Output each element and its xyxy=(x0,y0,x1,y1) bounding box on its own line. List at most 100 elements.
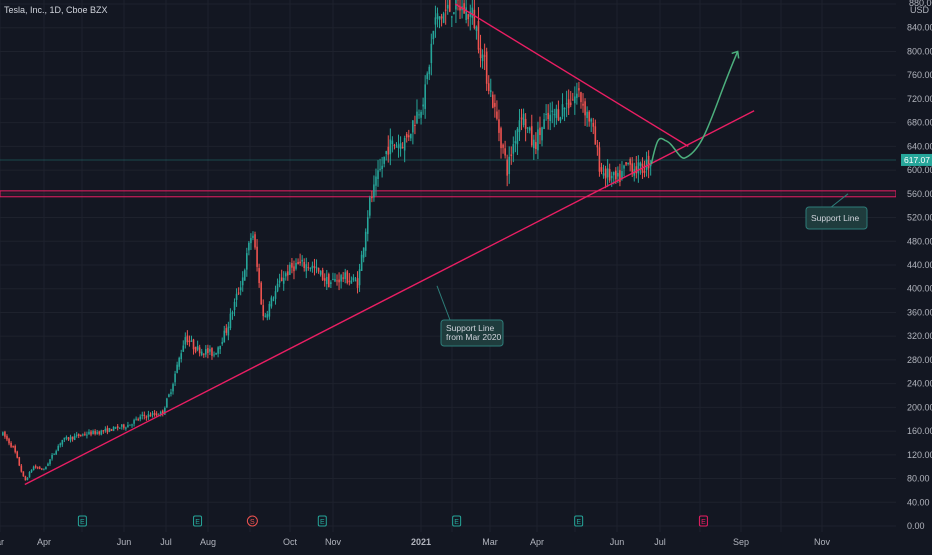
candle-body xyxy=(103,430,105,431)
candle-body xyxy=(449,0,451,12)
candle-body xyxy=(29,472,31,477)
candle-body xyxy=(410,134,412,139)
candle-body xyxy=(488,83,490,91)
candle-body xyxy=(621,171,623,178)
candle-body xyxy=(525,119,527,129)
time-axis-bg xyxy=(0,532,896,550)
candle-body xyxy=(316,267,318,268)
candle-body xyxy=(408,135,410,137)
candle-body xyxy=(498,119,500,133)
candle-body xyxy=(549,115,551,121)
candle-body xyxy=(431,44,433,63)
symbol-title: Tesla, Inc., 1D, Cboe BZX xyxy=(4,5,108,15)
candle-body xyxy=(636,166,638,173)
candle-body xyxy=(137,419,139,420)
candle-body xyxy=(595,126,597,144)
candle-body xyxy=(646,160,648,170)
candle-body xyxy=(193,340,195,350)
candle-body xyxy=(254,234,256,247)
candle-body xyxy=(328,274,330,287)
candle-body xyxy=(570,103,572,106)
price-tick-label: 200.00 xyxy=(907,402,932,412)
candle-body xyxy=(390,139,392,154)
price-tick-label: 80.00 xyxy=(907,474,930,484)
candle-body xyxy=(574,96,576,103)
candle-body xyxy=(273,300,275,301)
candle-body xyxy=(256,247,258,267)
candle-body xyxy=(203,354,205,355)
price-axis[interactable]: 0.0040.0080.00120.00160.00200.00240.0028… xyxy=(896,0,932,550)
candle-body xyxy=(244,270,246,280)
time-axis[interactable]: arAprJunJulAugOctNov2021MarAprJunJulSepN… xyxy=(0,532,896,550)
candle-body xyxy=(150,415,152,416)
candle-body xyxy=(349,281,351,282)
candle-body xyxy=(86,435,88,436)
candle-body xyxy=(141,415,143,416)
candle-body xyxy=(547,113,549,119)
time-tick-label: Sep xyxy=(733,537,749,547)
candle-body xyxy=(305,264,307,271)
candle-body xyxy=(53,454,55,455)
candle-body xyxy=(148,414,150,417)
candle-body xyxy=(355,280,357,281)
candle-body xyxy=(638,162,640,173)
price-tick-label: 840.00 xyxy=(907,23,932,33)
candle-body xyxy=(88,432,90,434)
candle-body xyxy=(209,349,211,352)
candle-body xyxy=(537,129,539,150)
candle-body xyxy=(242,277,244,285)
candle-body xyxy=(517,129,519,144)
price-tick-label: 360.00 xyxy=(907,307,932,317)
candle-body xyxy=(523,114,525,125)
candle-body xyxy=(49,459,51,464)
time-tick-label: Jul xyxy=(160,537,172,547)
candle-body xyxy=(625,162,627,164)
candle-body xyxy=(344,272,346,279)
candle-body xyxy=(332,279,334,280)
candle-body xyxy=(172,384,174,391)
candle-body xyxy=(484,56,486,57)
candle-body xyxy=(283,278,285,284)
price-tick-label: 240.00 xyxy=(907,379,932,389)
candle-body xyxy=(504,148,506,155)
candle-body xyxy=(123,425,125,428)
candle-body xyxy=(533,140,535,148)
candle-body xyxy=(445,10,447,11)
candle-body xyxy=(592,123,594,127)
candle-body xyxy=(420,112,422,118)
candle-body xyxy=(135,419,137,420)
horizontal-support-zone[interactable] xyxy=(0,191,896,197)
candle-body xyxy=(57,446,59,451)
candle-body xyxy=(275,291,277,299)
candle-body xyxy=(154,413,156,415)
candle-body xyxy=(617,173,619,176)
candle-body xyxy=(519,120,521,132)
candle-body xyxy=(375,177,377,186)
time-tick-label: Jun xyxy=(117,537,132,547)
candle-body xyxy=(394,145,396,146)
support-zone-rect[interactable] xyxy=(0,191,896,197)
candle-body xyxy=(187,336,189,343)
candle-body xyxy=(580,92,582,102)
candle-body xyxy=(603,173,605,175)
candle-body xyxy=(582,104,584,106)
candle-body xyxy=(113,427,115,431)
candle-body xyxy=(180,353,182,359)
price-tick-label: 320.00 xyxy=(907,331,932,341)
candle-body xyxy=(560,117,562,120)
candle-body xyxy=(336,280,338,281)
candle-body xyxy=(301,260,303,262)
time-tick-label: 2021 xyxy=(411,537,431,547)
candle-body xyxy=(615,171,617,180)
candle-body xyxy=(281,277,283,281)
candle-body xyxy=(586,112,588,118)
candle-body xyxy=(492,95,494,108)
candle-body xyxy=(357,278,359,288)
badge-letter: E xyxy=(576,519,581,526)
candle-body xyxy=(217,347,219,353)
candle-body xyxy=(41,469,43,470)
candle-body xyxy=(269,304,271,317)
candle-body xyxy=(369,198,371,216)
